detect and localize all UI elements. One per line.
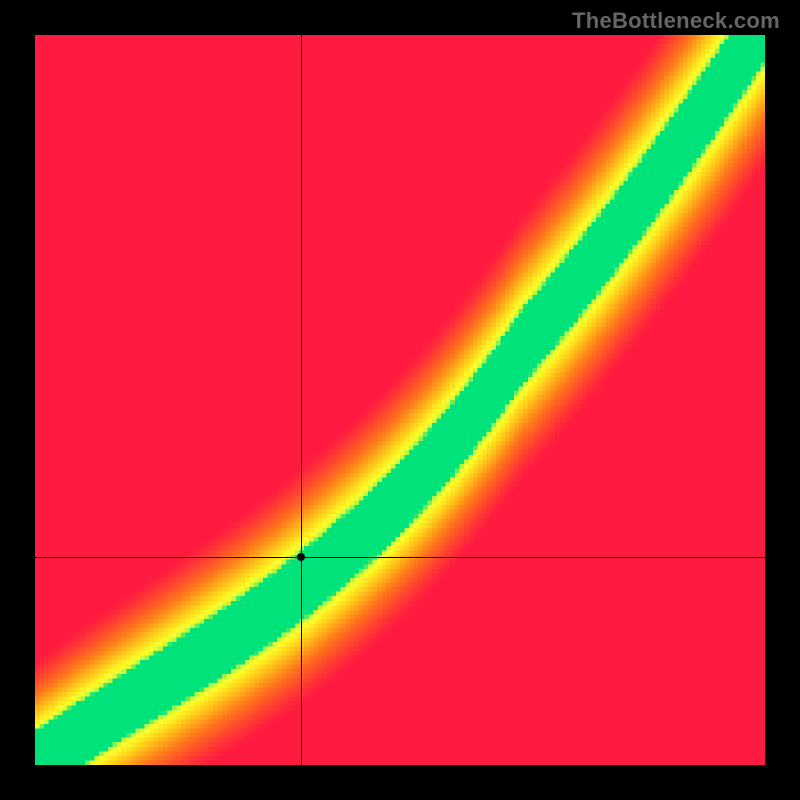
chart-frame: TheBottleneck.com: [0, 0, 800, 800]
watermark-text: TheBottleneck.com: [572, 8, 780, 34]
bottleneck-heatmap: [35, 35, 765, 765]
